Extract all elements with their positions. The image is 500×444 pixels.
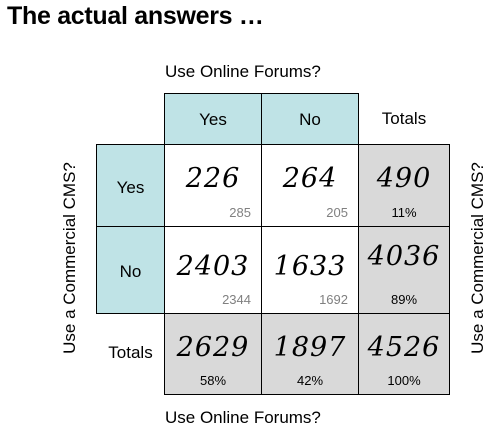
row-header-totals: Totals (96, 313, 165, 395)
cell-total-total: 4526 100% (358, 313, 450, 395)
column-header-no-label: No (299, 110, 321, 129)
cell-yes-yes: 226 285 (164, 144, 262, 227)
page-title: The actual answers … (7, 2, 264, 30)
top-axis-label: Use Online Forums? (165, 62, 321, 81)
cell-yes-no-expected: 205 (326, 205, 348, 220)
cell-no-total-percent: 89% (390, 292, 418, 307)
cell-no-no-actual: 1633 (273, 251, 347, 282)
cell-yes-yes-expected: 285 (229, 205, 251, 220)
cell-no-total: 4036 89% (358, 226, 450, 314)
column-header-yes: Yes (164, 93, 262, 145)
column-header-no: No (261, 93, 359, 145)
cell-no-yes-expected: 2344 (222, 292, 251, 307)
row-header-no-label: No (119, 262, 142, 281)
cell-yes-total-actual: 490 (376, 163, 432, 194)
cell-total-yes-actual: 2629 (176, 332, 250, 363)
cell-yes-total: 490 11% (358, 144, 450, 227)
cell-total-total-actual: 4526 (367, 332, 441, 363)
right-axis-label: Use a Commercial CMS? (468, 162, 487, 354)
cell-no-yes: 2403 2344 (164, 226, 262, 314)
cell-no-no: 1633 1692 (261, 226, 359, 314)
row-header-totals-label: Totals (108, 343, 153, 362)
cell-yes-no-actual: 264 (282, 163, 338, 194)
cell-total-yes: 2629 58% (164, 313, 262, 395)
cell-no-no-expected: 1692 (319, 292, 348, 307)
cell-total-no-percent: 42% (296, 373, 324, 388)
cell-yes-yes-actual: 226 (185, 163, 241, 194)
column-header-totals-label: Totals (381, 109, 427, 128)
column-header-totals: Totals (358, 93, 450, 145)
bottom-axis-label: Use Online Forums? (165, 408, 321, 427)
cell-total-no-actual: 1897 (273, 332, 347, 363)
cell-total-no: 1897 42% (261, 313, 359, 395)
cell-yes-no: 264 205 (261, 144, 359, 227)
cell-no-yes-actual: 2403 (176, 251, 250, 282)
cell-total-total-percent: 100% (387, 373, 421, 388)
cell-no-total-actual: 4036 (367, 241, 441, 272)
row-header-yes-label: Yes (116, 178, 145, 197)
cell-total-yes-percent: 58% (199, 373, 227, 388)
row-header-yes: Yes (96, 144, 165, 227)
column-header-yes-label: Yes (199, 110, 227, 129)
left-axis-label: Use a Commercial CMS? (60, 162, 79, 354)
row-header-no: No (96, 226, 165, 314)
cell-yes-total-percent: 11% (391, 205, 417, 220)
